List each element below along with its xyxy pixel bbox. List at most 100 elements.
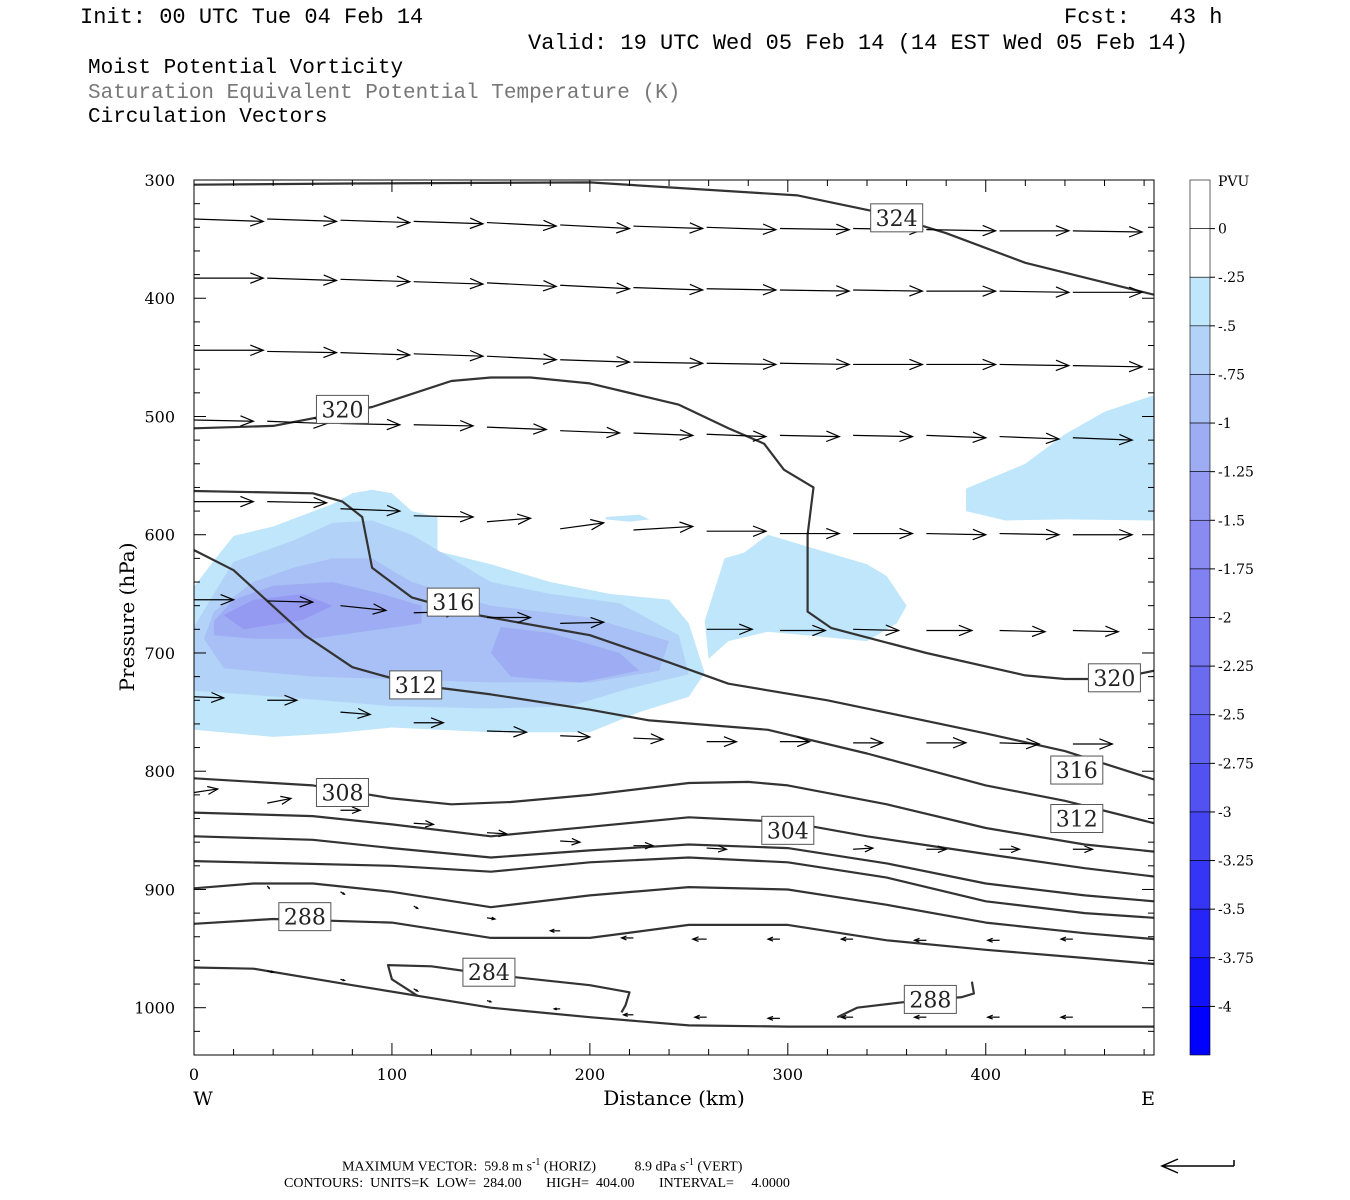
circulation-vector-113 xyxy=(1059,936,1073,942)
circulation-vector-38 xyxy=(1072,360,1144,373)
theta-contour-320-1 xyxy=(194,376,1154,681)
colorbar-swatch-17 xyxy=(1189,1006,1211,1056)
circulation-vector-70 xyxy=(560,616,606,629)
circulation-vector-72 xyxy=(779,624,828,637)
circulation-vector-25 xyxy=(1072,286,1144,299)
field-theta-title: Saturation Equivalent Potential Temperat… xyxy=(88,82,681,105)
forecast-hour: Fcst: 43 h xyxy=(1064,5,1223,30)
y-tick-label-300: 300 xyxy=(144,171,175,190)
circulation-vector-37 xyxy=(999,359,1071,372)
theta-contour-304-5 xyxy=(194,811,1154,878)
contour-label-6: 312 xyxy=(1050,804,1104,834)
circulation-vector-115 xyxy=(340,978,346,982)
circulation-vector-27 xyxy=(267,346,339,359)
east-label: E xyxy=(1141,1088,1155,1110)
circulation-vector-69 xyxy=(486,611,533,624)
circulation-vector-64 xyxy=(1072,528,1134,541)
x-axis-label: Distance (km) xyxy=(603,1086,745,1110)
contour-label-text: 320 xyxy=(1093,667,1135,692)
mpv-fill-0-2 xyxy=(704,534,907,659)
colorbar-label-6: -1.5 xyxy=(1218,513,1245,529)
circulation-vector-5 xyxy=(560,222,632,234)
circulation-vector-56 xyxy=(486,513,533,525)
contour-label-text: 308 xyxy=(321,782,363,807)
contour-label-text: 312 xyxy=(395,674,437,699)
circulation-vector-35 xyxy=(853,358,925,371)
colorbar-label-11: -2.75 xyxy=(1218,756,1254,772)
colorbar-swatch-16 xyxy=(1189,957,1211,1007)
reference-vector-icon xyxy=(1160,1158,1235,1174)
mpv-fill-0-3 xyxy=(966,395,1154,521)
circulation-vector-52 xyxy=(194,495,256,508)
circulation-vector-76 xyxy=(1072,625,1121,638)
plot-frame xyxy=(193,179,1155,1056)
vert-max: 8.9 dPa s xyxy=(634,1159,686,1175)
circulation-vector-93 xyxy=(413,820,436,828)
colorbar-unit: PVU xyxy=(1218,174,1250,190)
contour-label-0: 324 xyxy=(870,203,924,233)
circulation-vector-43 xyxy=(486,423,548,435)
circulation-vector-17 xyxy=(486,280,558,292)
circulation-vector-98 xyxy=(853,844,875,853)
theta-contour-308-4 xyxy=(194,777,1154,853)
circulation-vector-26 xyxy=(194,344,265,357)
colorbar-label-4: -1 xyxy=(1218,416,1232,432)
circulation-vector-13 xyxy=(194,272,265,284)
circulation-vector-15 xyxy=(340,275,412,287)
west-label: W xyxy=(193,1088,213,1110)
circulation-vector-33 xyxy=(706,358,778,370)
circulation-vector-29 xyxy=(413,349,485,362)
circulation-vector-92 xyxy=(340,806,362,815)
circulation-vector-97 xyxy=(706,844,729,853)
colorbar-label-1: -.25 xyxy=(1218,270,1245,286)
circulation-vector-73 xyxy=(853,624,901,636)
contour-label-2: 320 xyxy=(1087,663,1141,693)
contour-label-3: 316 xyxy=(426,587,480,617)
circulation-vector-83 xyxy=(633,733,665,745)
circulation-vector-61 xyxy=(853,527,915,540)
contour-label-text: 288 xyxy=(909,988,951,1013)
circulation-vector-7 xyxy=(706,223,778,235)
theta-contour-312-3 xyxy=(194,549,1154,825)
circulation-vector-46 xyxy=(706,430,768,442)
contour-info: CONTOURS: UNITS=K LOW= 284.00 HIGH= 404.… xyxy=(284,1176,790,1191)
circulation-vector-44 xyxy=(560,426,622,439)
circulation-vector-85 xyxy=(779,736,812,748)
max-vector-line: MAXIMUM VECTOR: 59.8 m s-1 (HORIZ) 8.9 d… xyxy=(342,1157,742,1176)
theta-contour-288-9 xyxy=(194,917,1154,966)
circulation-vector-124 xyxy=(986,1014,1000,1020)
circulation-vector-96 xyxy=(633,841,655,850)
y-axis-label: Pressure (hPa) xyxy=(115,543,139,692)
circulation-vector-36 xyxy=(926,358,998,371)
circulation-vector-81 xyxy=(486,726,529,738)
contour-label-10: 284 xyxy=(462,957,516,987)
contour-label-11: 288 xyxy=(903,984,957,1014)
vert-unit: (VERT) xyxy=(693,1159,743,1175)
circulation-vector-102 xyxy=(266,885,271,890)
circulation-vector-79 xyxy=(340,707,372,719)
circulation-vector-107 xyxy=(619,935,634,941)
circulation-vector-108 xyxy=(691,936,707,942)
circulation-vector-4 xyxy=(486,219,558,232)
circulation-vector-88 xyxy=(999,737,1041,750)
colorbar-swatch-3 xyxy=(1189,325,1211,375)
mpv-fill-3-1 xyxy=(490,627,640,683)
circulation-vector-21 xyxy=(779,285,851,297)
circulation-vector-116 xyxy=(413,988,420,992)
x-tick-label-200: 200 xyxy=(575,1065,606,1084)
circulation-vector-8 xyxy=(779,223,851,236)
colorbar-label-3: -.75 xyxy=(1218,367,1245,383)
circulation-vector-12 xyxy=(1072,226,1144,238)
colorbar-label-15: -3.75 xyxy=(1218,951,1254,967)
circulation-vector-6 xyxy=(633,222,705,234)
circulation-vector-112 xyxy=(986,937,1000,943)
y-tick-label-600: 600 xyxy=(144,526,175,545)
circulation-vector-74 xyxy=(926,624,974,637)
circulation-vector-39 xyxy=(194,415,256,427)
contour-label-text: 324 xyxy=(876,207,918,232)
vert-exp: -1 xyxy=(685,1157,694,1168)
y-tick-label-400: 400 xyxy=(144,289,175,308)
horiz-exp: -1 xyxy=(532,1157,541,1168)
circulation-vector-67 xyxy=(340,603,388,615)
y-tick-label-500: 500 xyxy=(144,407,175,426)
